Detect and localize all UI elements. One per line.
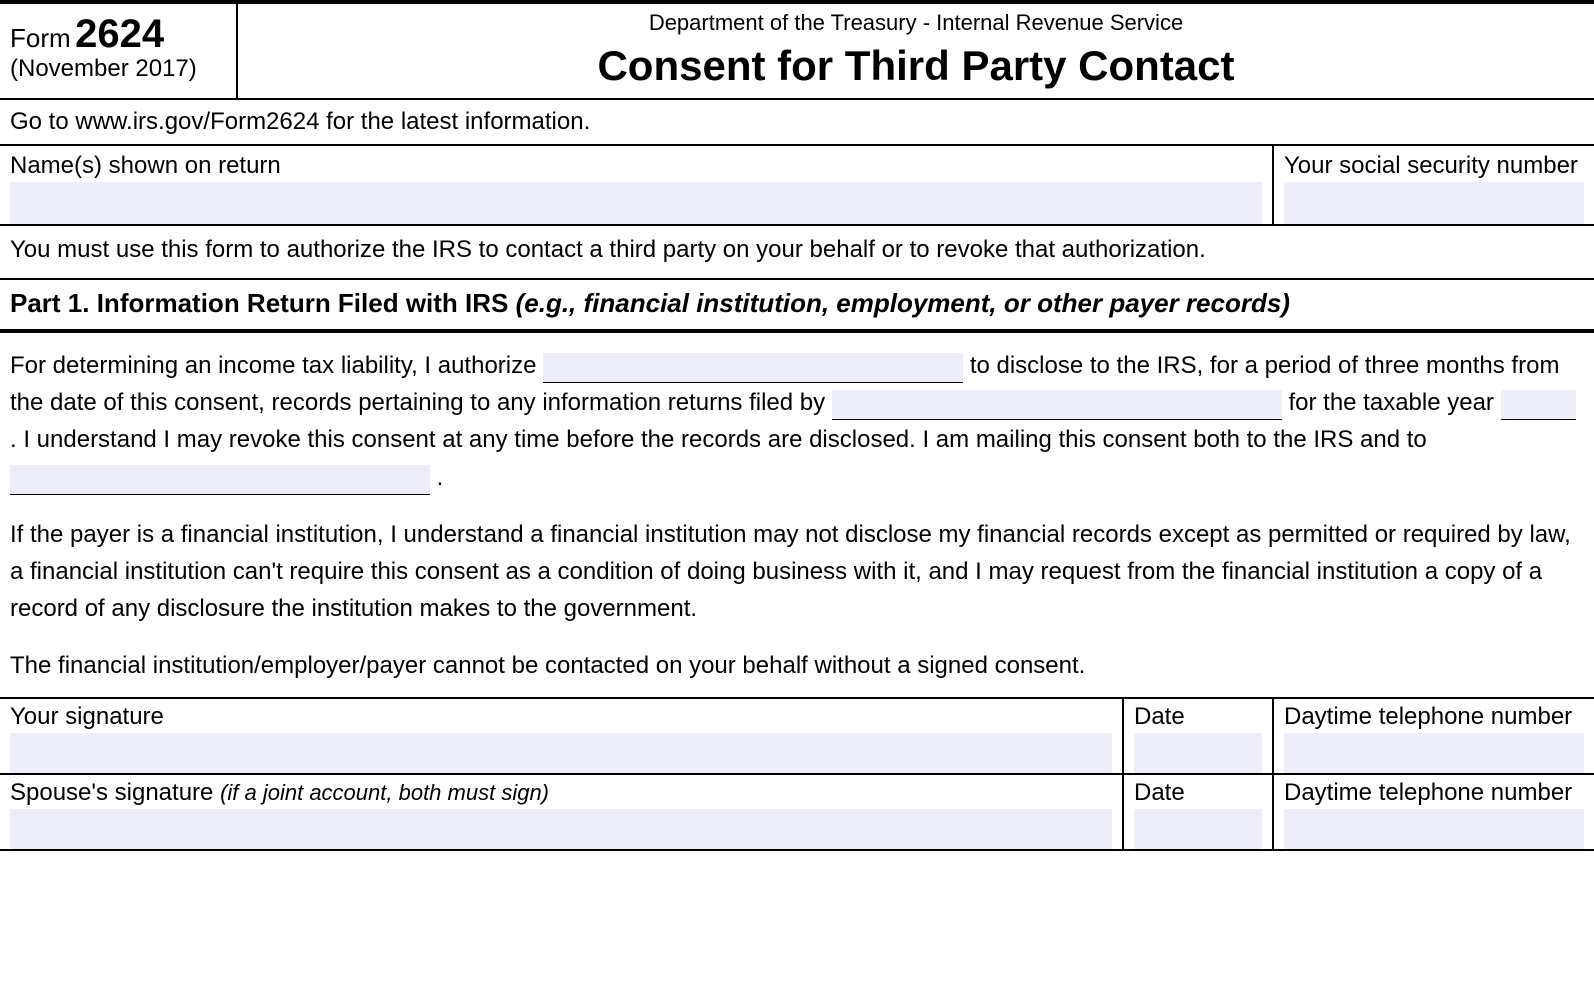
your-date-input[interactable] <box>1134 733 1262 773</box>
name-field-box: Name(s) shown on return <box>0 146 1274 224</box>
your-phone-input[interactable] <box>1284 733 1584 773</box>
ssn-field-box: Your social security number <box>1274 146 1594 224</box>
spouse-sig-sublabel: (if a joint account, both must sign) <box>220 780 549 805</box>
title-box: Department of the Treasury - Internal Re… <box>238 4 1594 98</box>
spouse-phone-input[interactable] <box>1284 809 1584 849</box>
text-1d: . I understand I may revoke this consent… <box>10 426 1427 453</box>
form-number: 2624 <box>75 12 164 56</box>
spouse-signature-label: Spouse's signature (if a joint account, … <box>10 779 1112 807</box>
form-container: Form 2624 (November 2017) Department of … <box>0 0 1594 851</box>
form-id-line: Form 2624 <box>10 12 226 57</box>
your-phone-label: Daytime telephone number <box>1284 703 1584 731</box>
part1-title: Part 1. Information Return Filed with IR… <box>10 288 508 318</box>
spouse-sig-label-text: Spouse's signature <box>10 779 213 806</box>
name-input[interactable] <box>10 182 1262 224</box>
your-date-label: Date <box>1134 703 1262 731</box>
ssn-label: Your social security number <box>1284 152 1584 180</box>
spouse-date-label: Date <box>1134 779 1262 807</box>
your-phone-box: Daytime telephone number <box>1274 699 1594 773</box>
financial-institution-paragraph: If the payer is a financial institution,… <box>10 516 1584 628</box>
form-label: Form <box>10 23 71 53</box>
form-title: Consent for Third Party Contact <box>248 42 1584 90</box>
part1-header: Part 1. Information Return Filed with IR… <box>0 280 1594 333</box>
your-date-box: Date <box>1124 699 1274 773</box>
consent-paragraph: For determining an income tax liability,… <box>10 347 1584 496</box>
signed-consent-paragraph: The financial institution/employer/payer… <box>10 647 1584 684</box>
spouse-phone-box: Daytime telephone number <box>1274 775 1594 849</box>
ssn-input[interactable] <box>1284 182 1584 224</box>
goto-instruction: Go to www.irs.gov/Form2624 for the lates… <box>0 100 1594 146</box>
text-1e: . <box>437 464 444 491</box>
spouse-phone-label: Daytime telephone number <box>1284 779 1584 807</box>
name-ssn-row: Name(s) shown on return Your social secu… <box>0 146 1594 226</box>
header-row: Form 2624 (November 2017) Department of … <box>0 4 1594 100</box>
your-signature-box: Your signature <box>0 699 1124 773</box>
your-signature-input[interactable] <box>10 733 1112 773</box>
part1-subtitle: (e.g., financial institution, employment… <box>516 288 1290 318</box>
body-text: For determining an income tax liability,… <box>0 333 1594 697</box>
text-1c: for the taxable year <box>1288 389 1500 416</box>
name-label: Name(s) shown on return <box>10 152 1262 180</box>
authorize-party-input[interactable] <box>543 353 963 383</box>
department-line: Department of the Treasury - Internal Re… <box>248 10 1584 36</box>
auth-instruction: You must use this form to authorize the … <box>0 226 1594 280</box>
spouse-date-box: Date <box>1124 775 1274 849</box>
form-date: (November 2017) <box>10 55 226 83</box>
spouse-signature-row: Spouse's signature (if a joint account, … <box>0 773 1594 851</box>
mailing-to-input[interactable] <box>10 465 430 495</box>
your-signature-row: Your signature Date Daytime telephone nu… <box>0 697 1594 773</box>
your-signature-label: Your signature <box>10 703 1112 731</box>
spouse-date-input[interactable] <box>1134 809 1262 849</box>
form-number-box: Form 2624 (November 2017) <box>0 4 238 98</box>
spouse-signature-input[interactable] <box>10 809 1112 849</box>
filed-by-input[interactable] <box>832 390 1282 420</box>
spouse-signature-box: Spouse's signature (if a joint account, … <box>0 775 1124 849</box>
taxable-year-input[interactable] <box>1501 390 1576 420</box>
text-1a: For determining an income tax liability,… <box>10 352 543 379</box>
